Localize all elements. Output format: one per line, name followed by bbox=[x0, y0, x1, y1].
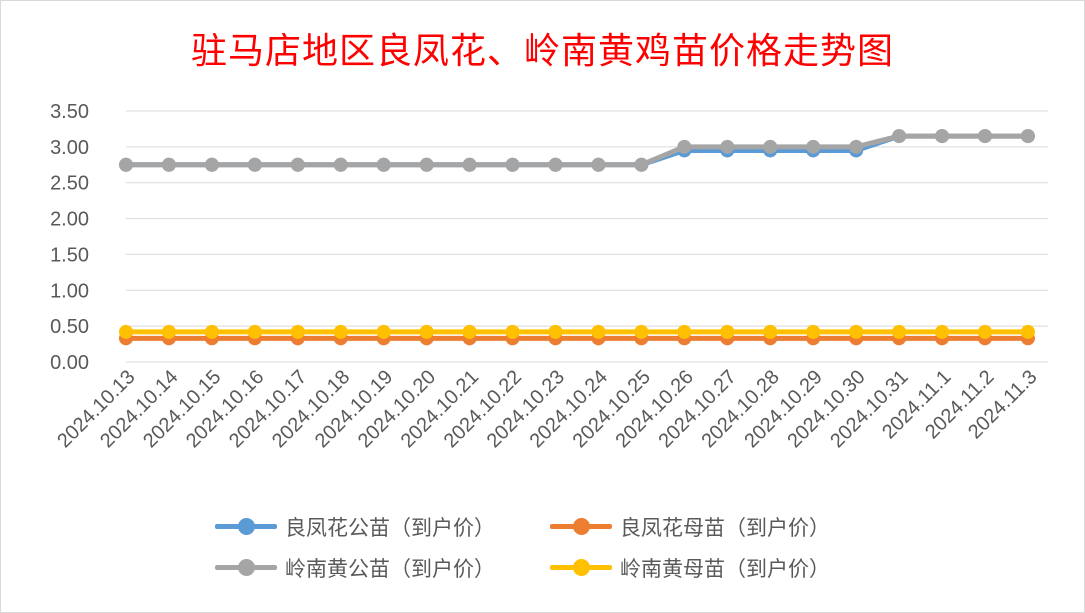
legend-item-series-3: 岭南黄公苗（到户价） bbox=[215, 553, 495, 583]
data-point bbox=[1020, 129, 1035, 144]
y-axis-tick-labels: 0.00 0.50 1.00 1.50 2.00 2.50 3.00 3.50 bbox=[50, 101, 89, 374]
y-tick-label: 2.00 bbox=[50, 209, 89, 231]
data-point bbox=[806, 324, 821, 339]
data-point bbox=[720, 324, 735, 339]
legend-swatch-series-2 bbox=[550, 517, 612, 537]
y-tick-label: 1.50 bbox=[50, 244, 89, 266]
data-point bbox=[1020, 324, 1035, 339]
y-tick-label: 2.50 bbox=[50, 173, 89, 195]
chart-title: 驻马店地区良凤花、岭南黄鸡苗价格走势图 bbox=[190, 31, 894, 72]
data-point bbox=[634, 324, 649, 339]
legend-swatch-series-1 bbox=[215, 517, 277, 537]
data-point bbox=[333, 157, 348, 172]
data-point bbox=[161, 324, 176, 339]
y-tick-label: 0.50 bbox=[50, 316, 89, 338]
data-point bbox=[376, 157, 391, 172]
series-3 bbox=[119, 129, 1035, 172]
data-point bbox=[119, 157, 133, 172]
data-point bbox=[204, 324, 219, 339]
series-line bbox=[123, 133, 1031, 168]
data-point bbox=[935, 324, 950, 339]
data-point bbox=[978, 129, 992, 144]
legend-label-series-2: 良凤花母苗（到户价） bbox=[620, 516, 830, 540]
series-4 bbox=[119, 324, 1035, 339]
data-point bbox=[806, 139, 821, 154]
y-tick-label: 0.00 bbox=[50, 352, 89, 374]
y-tick-label: 3.50 bbox=[50, 101, 89, 123]
data-point bbox=[591, 324, 606, 339]
data-point bbox=[763, 139, 778, 154]
data-point bbox=[677, 324, 692, 339]
data-point bbox=[849, 139, 864, 154]
legend-item-series-2: 良凤花母苗（到户价） bbox=[550, 512, 830, 542]
data-point bbox=[376, 324, 391, 339]
data-point bbox=[247, 324, 262, 339]
data-point bbox=[419, 157, 434, 172]
data-point bbox=[505, 157, 520, 172]
y-tick-label: 1.00 bbox=[50, 280, 89, 302]
legend-label-series-4: 岭南黄母苗（到户价） bbox=[620, 557, 830, 581]
data-point bbox=[720, 139, 735, 154]
series-line bbox=[123, 133, 1031, 168]
data-point bbox=[462, 157, 477, 172]
data-point bbox=[290, 157, 305, 172]
data-point bbox=[935, 129, 950, 144]
legend-label-series-1: 良凤花公苗（到户价） bbox=[285, 516, 495, 540]
data-point bbox=[161, 157, 176, 172]
data-point bbox=[978, 324, 992, 339]
data-point bbox=[119, 324, 133, 339]
data-point bbox=[505, 324, 520, 339]
series-layer bbox=[119, 129, 1035, 346]
data-point bbox=[677, 139, 692, 154]
legend-swatch-series-3 bbox=[215, 558, 277, 578]
data-point bbox=[548, 324, 563, 339]
data-point bbox=[634, 157, 649, 172]
data-point bbox=[892, 129, 907, 144]
legend-item-series-1: 良凤花公苗（到户价） bbox=[215, 512, 495, 542]
data-point bbox=[290, 324, 305, 339]
legend-swatch-series-4 bbox=[550, 558, 612, 578]
data-point bbox=[247, 157, 262, 172]
data-point bbox=[591, 157, 606, 172]
legend-label-series-3: 岭南黄公苗（到户价） bbox=[285, 557, 495, 581]
data-point bbox=[333, 324, 348, 339]
data-point bbox=[462, 324, 477, 339]
data-point bbox=[892, 324, 907, 339]
data-point bbox=[763, 324, 778, 339]
y-tick-label: 3.00 bbox=[50, 137, 89, 159]
data-point bbox=[419, 324, 434, 339]
data-point bbox=[548, 157, 563, 172]
legend-item-series-4: 岭南黄母苗（到户价） bbox=[550, 553, 830, 583]
data-point bbox=[849, 324, 864, 339]
x-axis-tick-labels: 2024.10.132024.10.142024.10.152024.10.16… bbox=[53, 366, 1041, 452]
data-point bbox=[204, 157, 219, 172]
gridlines bbox=[126, 110, 1048, 363]
